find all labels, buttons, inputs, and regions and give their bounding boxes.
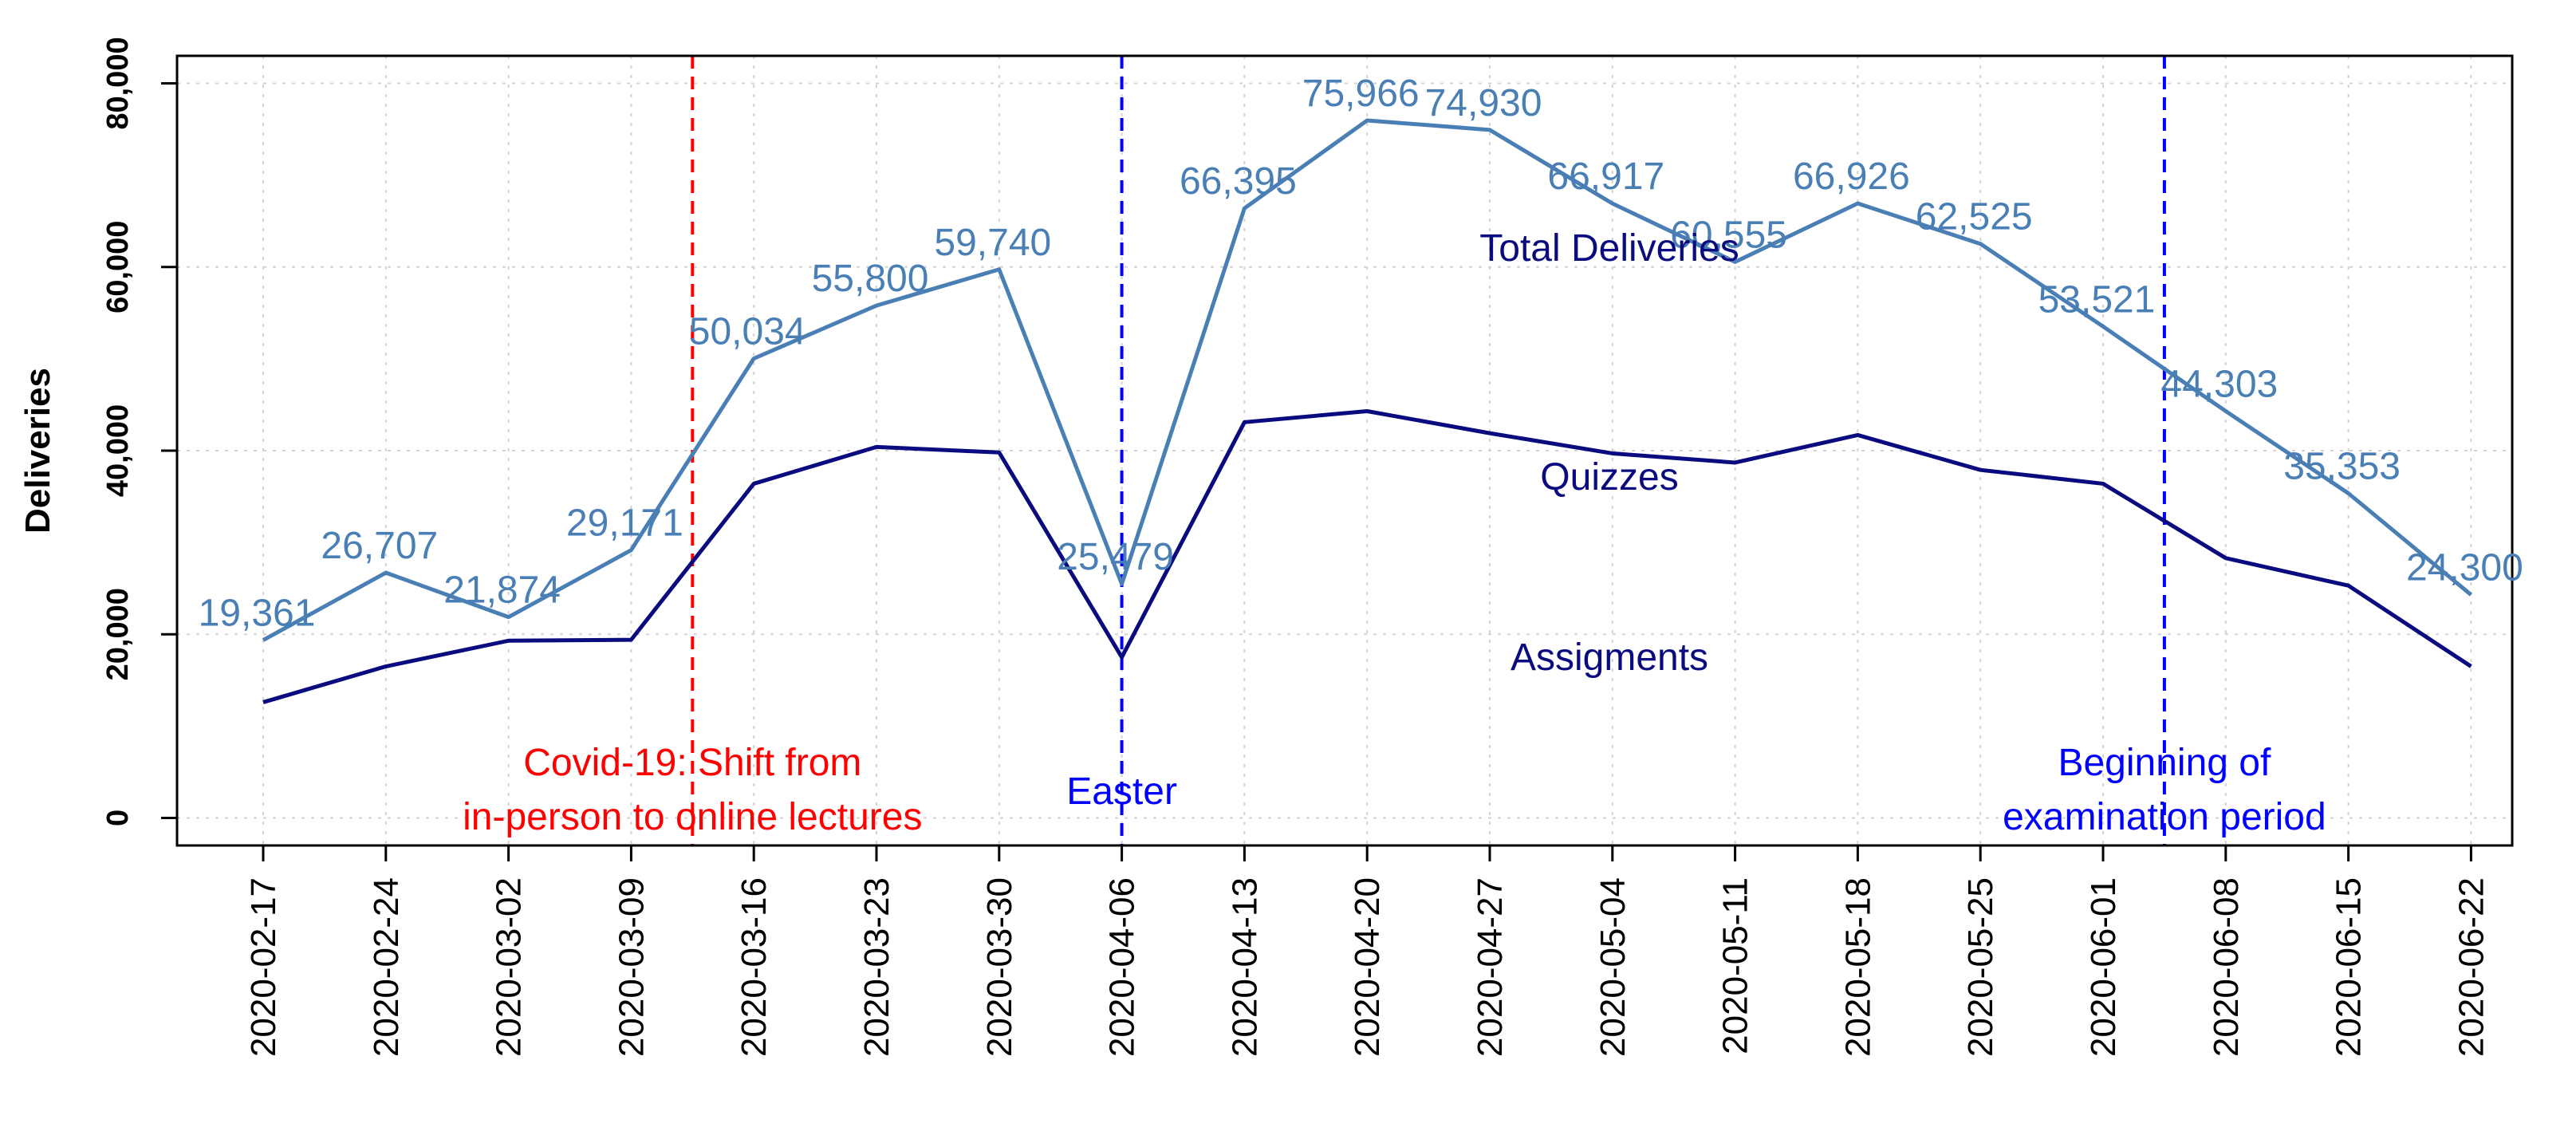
x-tick-label: 2020-02-24	[367, 877, 406, 1057]
event-label: Covid-19: Shift from	[523, 742, 861, 784]
y-tick-label: 60,000	[101, 221, 135, 313]
x-tick-label: 2020-06-08	[2207, 877, 2246, 1057]
event-labels: Covid-19: Shift from in-person to online …	[463, 742, 2326, 838]
data-label: 50,034	[689, 310, 806, 353]
y-tick-label: 20,000	[101, 588, 135, 680]
event-label: Beginning of	[2058, 742, 2271, 784]
y-tick-label: 40,000	[101, 404, 135, 497]
data-label: 60,555	[1670, 214, 1787, 256]
x-tick-label: 2020-02-17	[244, 877, 283, 1057]
data-label: 62,525	[1916, 196, 2033, 238]
data-label: 74,930	[1425, 82, 1542, 124]
data-label: 55,800	[812, 258, 929, 300]
y-axis-title: Deliveries	[18, 368, 57, 534]
data-label: 35,353	[2283, 445, 2401, 487]
series-lines	[262, 118, 2472, 704]
y-tick-label: 0	[101, 810, 135, 826]
data-label: 21,874	[443, 569, 561, 612]
data-label: 66,926	[1793, 156, 1910, 198]
data-label: 29,171	[566, 502, 683, 545]
x-tick-label: 2020-03-23	[857, 877, 896, 1057]
series-label-total: Total Deliveries	[1479, 227, 1739, 270]
x-tick-label: 2020-03-09	[612, 877, 651, 1057]
event-label: Easter	[1066, 770, 1177, 813]
series-label-assignments: Assigments	[1511, 636, 1708, 679]
data-label: 24,300	[2406, 547, 2523, 589]
x-tick-label: 2020-06-01	[2084, 877, 2123, 1057]
x-tick-label: 2020-05-04	[1593, 877, 1633, 1057]
data-label: 66,917	[1547, 156, 1664, 198]
x-tick-label: 2020-03-30	[980, 877, 1019, 1057]
data-label: 26,707	[321, 525, 438, 567]
x-tick-label: 2020-03-02	[490, 877, 529, 1057]
x-tick-label: 2020-06-22	[2452, 877, 2491, 1057]
data-label: 19,361	[199, 593, 316, 635]
data-label: 25,479	[1057, 536, 1174, 578]
y-tick-label: 80,000	[101, 37, 135, 129]
x-tick-label: 2020-05-11	[1716, 877, 1755, 1054]
data-label: 53,521	[2038, 278, 2156, 321]
x-axis: 2020-02-17 2020-02-24 2020-03-02 2020-03-09…	[244, 844, 2491, 1057]
data-label: 75,966	[1302, 73, 1420, 115]
x-tick-label: 2020-04-13	[1225, 877, 1264, 1057]
x-tick-label: 2020-04-27	[1471, 877, 1510, 1057]
x-tick-label: 2020-06-15	[2330, 877, 2369, 1057]
data-label: 44,303	[2160, 363, 2278, 405]
x-tick-label: 2020-04-06	[1103, 877, 1142, 1057]
event-label: examination period	[2003, 796, 2326, 838]
series-label-quizzes: Quizzes	[1540, 456, 1678, 499]
event-label: in-person to online lectures	[463, 796, 922, 838]
y-axis: 0 20,000 40,000 60,000 80,000	[101, 37, 179, 826]
x-tick-label: 2020-03-16	[735, 877, 774, 1057]
series-name-labels: Total Deliveries Quizzes Assigments	[1479, 227, 1739, 679]
x-tick-label: 2020-04-20	[1348, 877, 1387, 1057]
data-label: 66,395	[1180, 160, 1297, 203]
x-tick-label: 2020-05-18	[1838, 877, 1877, 1057]
data-label: 59,740	[934, 222, 1051, 264]
x-tick-label: 2020-05-25	[1961, 877, 2000, 1057]
